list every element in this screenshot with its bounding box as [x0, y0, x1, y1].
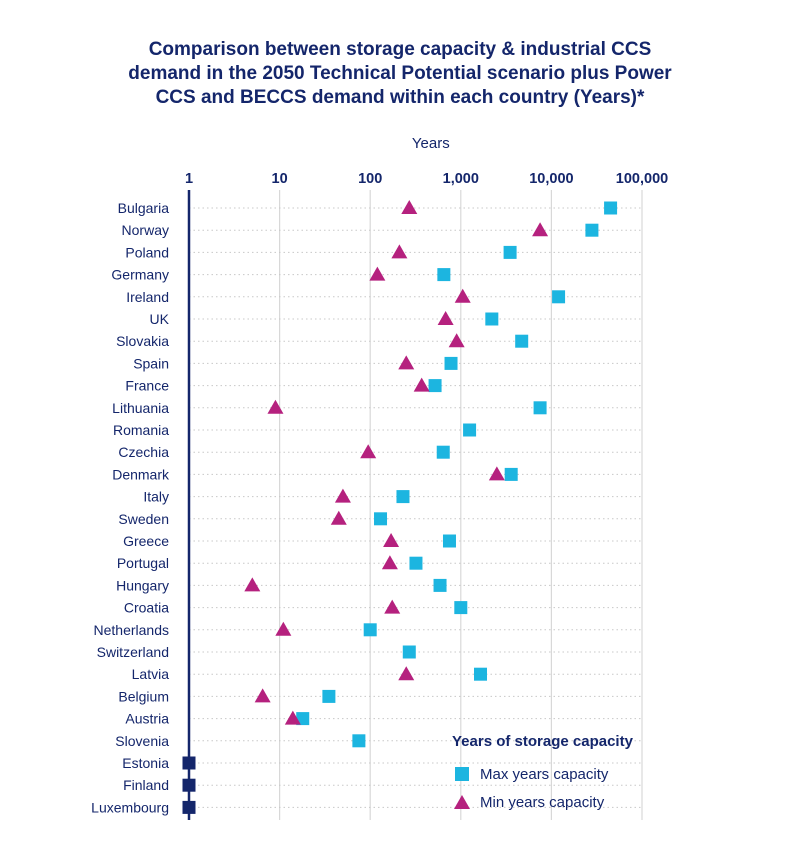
x-tick-label: 1,000: [443, 171, 479, 187]
category-label: Italy: [143, 489, 169, 505]
min-marker: [488, 466, 505, 481]
x-tick-label: 100: [358, 171, 382, 187]
category-label: Austria: [125, 711, 169, 727]
legend-max-label: Max years capacity: [480, 765, 609, 783]
min-marker: [275, 621, 292, 636]
legend-item-max: Max years capacity: [452, 760, 692, 788]
legend-title: Years of storage capacity: [452, 733, 633, 750]
max-marker: [604, 201, 618, 215]
category-label: Ireland: [126, 289, 169, 305]
category-label: Slovakia: [116, 333, 169, 349]
max-marker: [442, 534, 456, 548]
min-marker: [244, 577, 261, 592]
title-line-3: CCS and BECCS demand within each country…: [155, 87, 645, 108]
min-marker: [360, 444, 377, 459]
category-label: Norway: [122, 222, 169, 238]
min-marker: [381, 555, 398, 570]
min-marker: [401, 200, 418, 214]
legend-item-min: Min years capacity: [452, 788, 692, 816]
legend: Years of storage capacity Max years capa…: [452, 733, 692, 816]
min-marker: [398, 355, 415, 370]
min-marker: [398, 666, 415, 681]
category-label: Slovenia: [115, 733, 169, 749]
max-marker: [182, 778, 196, 792]
square-marker-icon: [455, 767, 469, 781]
max-marker: [437, 268, 451, 282]
category-label: Lithuania: [112, 400, 169, 416]
category-label: Netherlands: [94, 622, 170, 638]
max-marker: [485, 312, 499, 326]
max-marker: [454, 601, 468, 615]
x-tick-label: 10: [272, 171, 288, 187]
x-tick-label: 1: [185, 171, 193, 187]
category-label: Romania: [113, 422, 169, 438]
min-marker: [330, 510, 347, 525]
x-tick-label: 10,000: [529, 171, 573, 187]
max-marker: [363, 623, 377, 637]
legend-min-label: Min years capacity: [480, 793, 605, 811]
max-marker: [296, 712, 310, 726]
max-marker: [436, 445, 450, 459]
category-label: Spain: [133, 355, 169, 371]
min-marker: [369, 266, 386, 281]
category-label: Greece: [123, 533, 169, 549]
title-line-1: Comparison between storage capacity & in…: [148, 39, 652, 60]
min-marker: [532, 222, 549, 237]
category-label: Sweden: [118, 511, 169, 527]
chart-title: Comparison between storage capacity & in…: [60, 38, 740, 110]
category-label: Belgium: [118, 688, 169, 704]
x-axis-title: Years: [412, 135, 450, 152]
category-label: Finland: [123, 777, 169, 793]
max-marker: [552, 290, 566, 304]
category-label: Bulgaria: [118, 200, 170, 216]
min-marker: [391, 244, 408, 259]
max-marker: [396, 490, 410, 504]
category-label: Czechia: [118, 444, 169, 460]
max-marker: [433, 578, 447, 592]
category-label: Portugal: [117, 555, 169, 571]
category-label: Switzerland: [97, 644, 169, 660]
min-marker: [254, 688, 271, 703]
min-marker: [334, 488, 351, 503]
category-label: Estonia: [122, 755, 169, 771]
category-label: Croatia: [124, 600, 169, 616]
max-marker: [428, 379, 442, 393]
category-label: Germany: [111, 267, 169, 283]
min-marker: [267, 399, 284, 414]
max-marker: [182, 756, 196, 770]
max-marker: [463, 423, 477, 437]
triangle-marker-icon: [454, 795, 470, 809]
max-marker: [182, 800, 196, 814]
max-marker: [374, 512, 388, 526]
category-label: UK: [150, 311, 170, 327]
category-label: Hungary: [116, 577, 169, 593]
category-label: Luxembourg: [91, 799, 169, 815]
min-marker: [437, 311, 454, 325]
category-label: France: [125, 378, 169, 394]
min-marker: [383, 533, 400, 547]
min-marker: [284, 710, 301, 725]
max-marker: [402, 645, 416, 659]
category-label: Latvia: [132, 666, 170, 682]
max-marker: [533, 401, 547, 415]
x-tick-label: 100,000: [616, 171, 668, 187]
max-marker: [474, 667, 488, 681]
category-label: Poland: [125, 244, 169, 260]
title-line-2: demand in the 2050 Technical Potential s…: [128, 63, 672, 84]
max-marker: [515, 334, 529, 348]
max-marker: [352, 734, 366, 748]
max-marker: [322, 689, 336, 703]
category-label: Denmark: [112, 466, 170, 482]
max-marker: [504, 467, 518, 481]
max-marker: [409, 556, 423, 570]
max-marker: [585, 223, 599, 237]
min-marker: [454, 288, 471, 303]
max-marker: [444, 356, 458, 370]
min-marker: [384, 599, 401, 614]
min-marker: [413, 377, 430, 392]
max-marker: [503, 245, 517, 259]
min-marker: [448, 333, 465, 348]
